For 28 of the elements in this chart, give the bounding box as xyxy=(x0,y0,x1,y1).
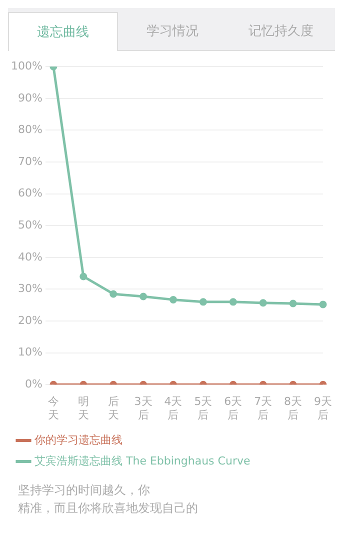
x-tick-label: 3天后 xyxy=(134,395,152,422)
text: 记忆持久度 xyxy=(226,12,335,51)
x-tick-label: 明天 xyxy=(78,395,89,422)
y-tick-label: 100% xyxy=(10,59,42,72)
y-tick-label: 40% xyxy=(18,250,42,264)
chart-title: 遗忘曲线 xyxy=(8,12,118,51)
x-tick-label: 9天后 xyxy=(314,395,332,422)
x-tick-label: 7天后 xyxy=(254,395,272,422)
x-tick-label: 后天 xyxy=(108,395,119,422)
y-tick-label: 0% xyxy=(24,377,42,390)
legend-label: 艾宾浩斯遗忘曲线 The Ebbinghaus Curve xyxy=(34,454,250,468)
x-tick-label: 今天 xyxy=(48,395,59,422)
y-tick-label: 60% xyxy=(18,186,42,200)
y-tick-label: 70% xyxy=(18,154,42,168)
y-tick-label: 30% xyxy=(18,282,42,296)
text: 精准，而且你将欣喜地发现自己的 xyxy=(18,500,199,517)
x-tick-label: 8天后 xyxy=(284,395,302,422)
y-tick-label: 20% xyxy=(18,314,42,327)
x-tick-label: 5天后 xyxy=(194,395,212,422)
text: 坚持学习的时间越久，你 xyxy=(18,482,151,499)
y-tick-label: 50% xyxy=(18,218,42,232)
x-tick-label: 6天后 xyxy=(224,395,242,422)
text: 学习情况 xyxy=(118,12,227,51)
x-tick-label: 4天后 xyxy=(164,395,182,422)
legend-label: 你的学习遗忘曲线 xyxy=(34,433,122,446)
y-tick-label: 90% xyxy=(18,91,42,104)
y-tick-label: 10% xyxy=(18,346,42,359)
y-tick-label: 80% xyxy=(18,123,42,136)
